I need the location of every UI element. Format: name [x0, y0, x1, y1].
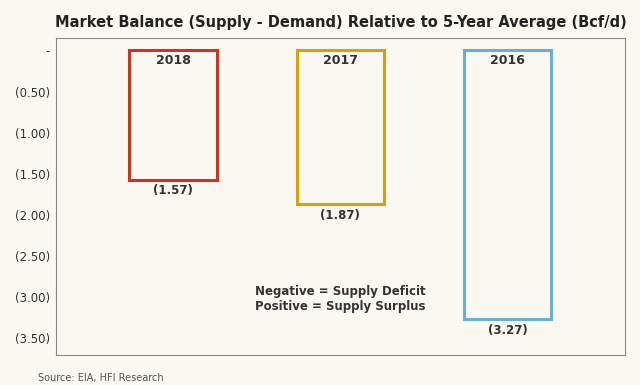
Bar: [129, 50, 216, 179]
Text: (3.27): (3.27): [488, 324, 528, 337]
Text: Source: EIA, HFI Research: Source: EIA, HFI Research: [38, 373, 164, 383]
Bar: [297, 50, 384, 204]
Text: (1.87): (1.87): [321, 209, 360, 222]
Text: Negative = Supply Deficit
Positive = Supply Surplus: Negative = Supply Deficit Positive = Sup…: [255, 285, 426, 313]
Text: 2017: 2017: [323, 54, 358, 67]
Text: 2016: 2016: [490, 54, 525, 67]
Bar: [464, 50, 551, 319]
Text: (1.57): (1.57): [153, 184, 193, 198]
Title: Market Balance (Supply - Demand) Relative to 5-Year Average (Bcf/d): Market Balance (Supply - Demand) Relativ…: [54, 15, 627, 30]
Text: 2018: 2018: [156, 54, 191, 67]
